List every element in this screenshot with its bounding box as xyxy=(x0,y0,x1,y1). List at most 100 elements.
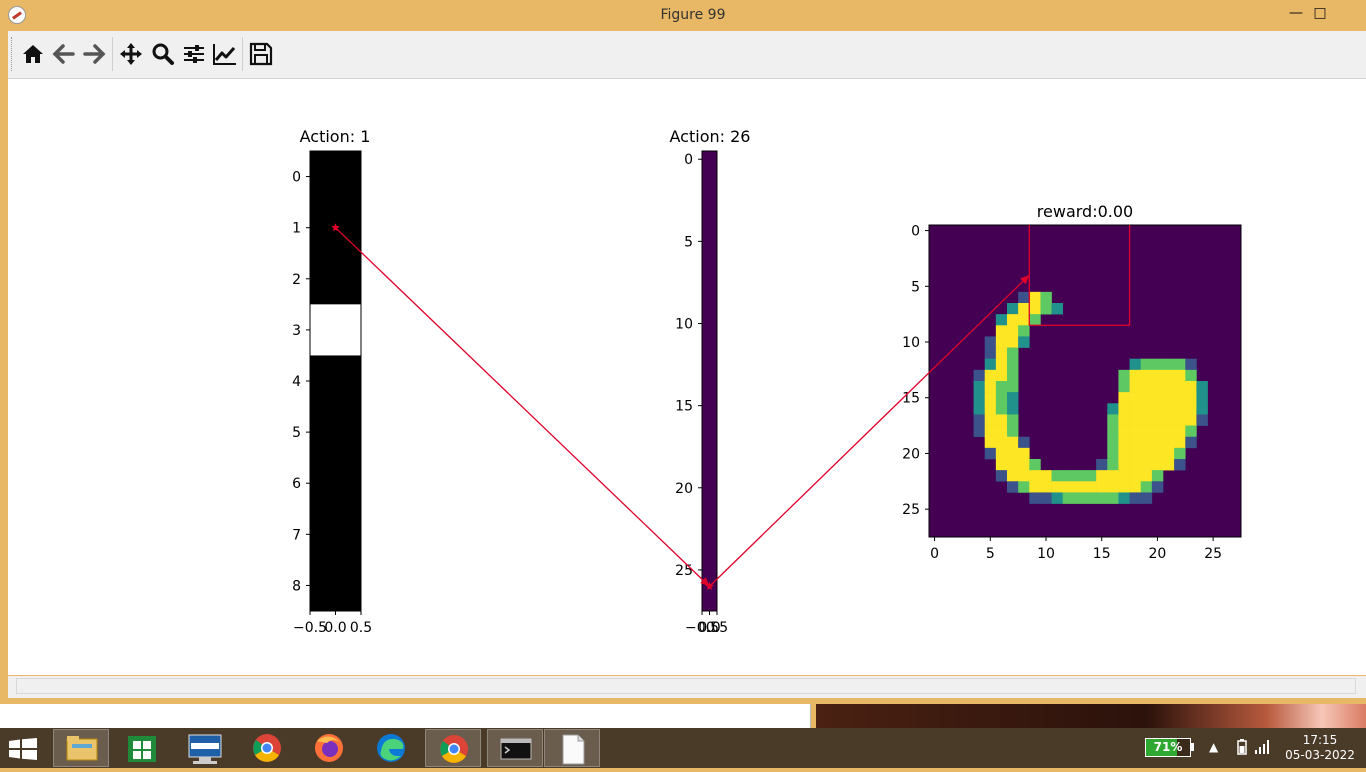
panel1-ytick-label: 8 xyxy=(292,578,301,594)
lenovo-icon[interactable] xyxy=(177,729,233,767)
back-icon[interactable] xyxy=(51,41,79,69)
panel3-pixel xyxy=(1129,470,1142,482)
panel1-xtick-label: 0.0 xyxy=(324,620,346,636)
document-icon[interactable] xyxy=(544,729,600,767)
panel-reward: reward:0.00 0 5 10 15 20 25 0 5 10 15 20 25 xyxy=(902,202,1242,562)
terminal-icon[interactable] xyxy=(487,729,543,767)
panel3-pixel xyxy=(1174,369,1186,382)
panel3-xtick-label: 25 xyxy=(1204,546,1222,562)
app-icon xyxy=(8,6,26,24)
panel3-xtick-label: 20 xyxy=(1149,546,1167,562)
chrome-icon[interactable] xyxy=(239,729,295,767)
pan-icon[interactable] xyxy=(118,41,146,69)
panel1-xtick-label: −0.5 xyxy=(293,620,327,636)
marker-star xyxy=(705,581,714,590)
panel3-pixel xyxy=(1007,403,1019,415)
arrow-head xyxy=(700,577,710,587)
edit-axis-icon[interactable] xyxy=(212,41,240,69)
panel3-pixel xyxy=(1140,369,1153,382)
panel3-pixel xyxy=(995,381,1008,393)
panel3-pixel xyxy=(1163,414,1175,426)
panel3-pixel xyxy=(1151,358,1164,371)
panel3-pixel xyxy=(1073,492,1086,504)
panel3-pixel xyxy=(1018,459,1030,471)
system-clock[interactable]: 17:15 05-03-2022 xyxy=(1280,733,1360,763)
panel2-xtick-label: 0.0 xyxy=(698,620,720,636)
panel3-pixel xyxy=(1118,425,1130,438)
panel3-pixel xyxy=(1107,481,1119,493)
clock-date: 05-03-2022 xyxy=(1285,748,1355,762)
panel3-pixel xyxy=(995,325,1008,337)
toolbar-grip xyxy=(11,37,14,71)
panel3-pixel xyxy=(1051,481,1064,493)
start-button[interactable] xyxy=(9,738,37,760)
chrome-icon-2[interactable] xyxy=(425,729,481,767)
panel1-ytick-label: 7 xyxy=(292,527,301,543)
panel3-pixel xyxy=(1129,492,1142,504)
panel3-pixel xyxy=(1007,470,1019,482)
show-hidden-icons-icon[interactable]: ▲ xyxy=(1209,740,1219,754)
configure-subplots-icon[interactable] xyxy=(181,41,209,69)
panel1-cell xyxy=(310,253,361,305)
store-icon[interactable] xyxy=(114,729,170,767)
forward-icon[interactable] xyxy=(81,41,109,69)
panel3-pixel xyxy=(1118,447,1130,460)
panel3-pixel xyxy=(1129,414,1142,426)
panel3-pixel xyxy=(1096,481,1108,493)
panel3-pixel xyxy=(1151,447,1164,460)
panel3-pixel xyxy=(1196,403,1208,415)
panel3-pixel xyxy=(1107,459,1119,471)
panel3-pixel xyxy=(1174,425,1186,438)
panel3-pixel xyxy=(973,381,986,393)
panel2-yticks: 0 5 10 15 20 25 xyxy=(675,152,702,579)
save-icon[interactable] xyxy=(248,41,276,69)
panel3-pixel xyxy=(984,347,997,360)
panel2-xtick-label: −0.5 xyxy=(685,620,719,636)
panel3-pixel xyxy=(1029,492,1041,504)
panel3-pixel xyxy=(1185,392,1197,404)
panel3-pixel xyxy=(973,403,986,415)
panel-action-26: Action: 26 0 5 10 15 20 25 −0.50.00.5 xyxy=(670,127,751,636)
panel1-xticks: −0.50.0 0.5 xyxy=(293,611,372,636)
panel3-pixel xyxy=(1151,369,1164,382)
panel3-pixel xyxy=(1007,447,1019,460)
panel3-pixel xyxy=(1085,481,1097,493)
panel3-yticks: 0 5 10 15 20 25 xyxy=(902,224,929,518)
maximize-button[interactable]: □ xyxy=(1313,5,1327,21)
panel3-pixel xyxy=(1174,358,1186,371)
firefox-icon[interactable] xyxy=(301,729,357,767)
power-icon[interactable] xyxy=(1236,739,1248,758)
panel1-ytick-label: 4 xyxy=(292,374,301,390)
network-signal-icon[interactable] xyxy=(1255,740,1271,757)
panel1-title: Action: 1 xyxy=(300,127,371,146)
panel2-ytick-label: 10 xyxy=(675,317,693,333)
zoom-icon[interactable] xyxy=(150,41,178,69)
panel3-pixel xyxy=(1118,481,1130,493)
panel3-pixel xyxy=(1151,381,1164,393)
status-bar xyxy=(8,676,1366,698)
panel3-pixel xyxy=(1163,381,1175,393)
panel3-ytick-label: 15 xyxy=(902,391,920,407)
panel1-ytick-label: 3 xyxy=(292,323,301,339)
panel3-xtick-label: 0 xyxy=(930,546,939,562)
home-icon[interactable] xyxy=(20,41,48,69)
panel3-pixel xyxy=(1118,403,1130,415)
panel3-pixel xyxy=(1140,403,1153,415)
panel1-yticks: 0 1 2 3 4 5 6 7 8 xyxy=(292,170,310,594)
panel3-xticks: 0 5 10 15 20 25 xyxy=(930,537,1222,562)
panel3-pixel xyxy=(1185,381,1197,393)
panel3-pixel xyxy=(995,347,1008,360)
panel3-pixel xyxy=(1029,459,1041,471)
panel3-pixel xyxy=(1129,358,1142,371)
panel3-pixel xyxy=(984,369,997,382)
minimize-button[interactable]: — xyxy=(1289,5,1303,21)
edge-icon[interactable] xyxy=(363,729,419,767)
panel3-pixel xyxy=(1129,392,1142,404)
status-message xyxy=(16,678,1356,694)
panel1-cell xyxy=(310,457,361,510)
arrow-head xyxy=(1020,275,1030,285)
battery-indicator[interactable]: 71% xyxy=(1145,738,1191,757)
file-explorer-icon[interactable] xyxy=(53,729,109,767)
panel3-pixel xyxy=(1085,492,1097,504)
